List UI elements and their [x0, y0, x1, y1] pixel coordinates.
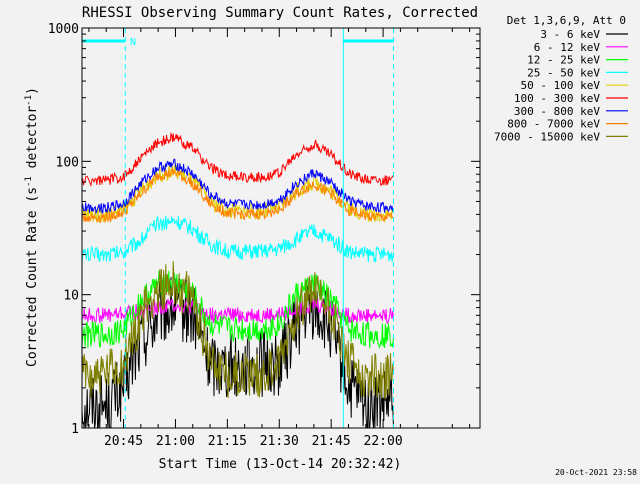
y-axis-label: Corrected Count Rate (s-1 detector-1) — [24, 87, 40, 367]
x-tick-label-3: 21:30 — [260, 434, 299, 449]
plot-frame — [81, 27, 481, 429]
series-line-3 — [81, 215, 394, 263]
legend-label-4: 50 - 100 keV — [521, 79, 601, 92]
y-axis-label-part2: detector — [25, 106, 40, 177]
legend-label-2: 12 - 25 keV — [527, 54, 600, 67]
y-axis-label-sup1: -1 — [24, 176, 34, 187]
x-tick-label-0: 20:45 — [104, 434, 143, 449]
y-tick-label-1: 10 — [63, 289, 79, 304]
series-line-1 — [81, 297, 394, 325]
x-tick-label-2: 21:15 — [208, 434, 247, 449]
y-axis-label-part3: ) — [25, 87, 40, 95]
x-tick-label-5: 22:00 — [364, 434, 403, 449]
y-axis-label-sup2: -1 — [24, 95, 34, 106]
legend-label-1: 6 - 12 keV — [534, 41, 601, 54]
series-line-6 — [81, 158, 394, 215]
series-line-2 — [81, 270, 394, 350]
y-tick-label-0: 1 — [71, 422, 79, 437]
x-axis-label: Start Time (13-Oct-14 20:32:42) — [159, 457, 402, 472]
plot-timestamp: 20-Oct-2021 23:58 — [555, 468, 637, 477]
legend-label-0: 3 - 6 keV — [540, 28, 600, 41]
x-tick-label-1: 21:00 — [156, 434, 195, 449]
y-tick-label-3: 1000 — [48, 22, 79, 37]
x-tick-label-4: 21:45 — [312, 434, 351, 449]
series-line-5 — [81, 132, 394, 188]
y-axis-label-part1: Corrected Count Rate (s — [25, 187, 40, 367]
legend-label-5: 100 - 300 keV — [514, 92, 600, 105]
night-label: N — [130, 37, 136, 48]
legend-label-3: 25 - 50 keV — [527, 66, 600, 79]
chart-title: RHESSI Observing Summary Count Rates, Co… — [82, 5, 478, 21]
legend-label-7: 800 - 7000 keV — [507, 118, 600, 131]
series-line-0 — [81, 276, 394, 429]
legend-header: Det 1,3,6,9, Att 0 — [507, 14, 626, 27]
series-line-8 — [81, 261, 394, 400]
legend-label-6: 300 - 800 keV — [514, 105, 600, 118]
legend-label-8: 7000 - 15000 keV — [494, 130, 600, 143]
series-line-7 — [81, 168, 394, 224]
y-tick-label-2: 100 — [56, 155, 79, 170]
